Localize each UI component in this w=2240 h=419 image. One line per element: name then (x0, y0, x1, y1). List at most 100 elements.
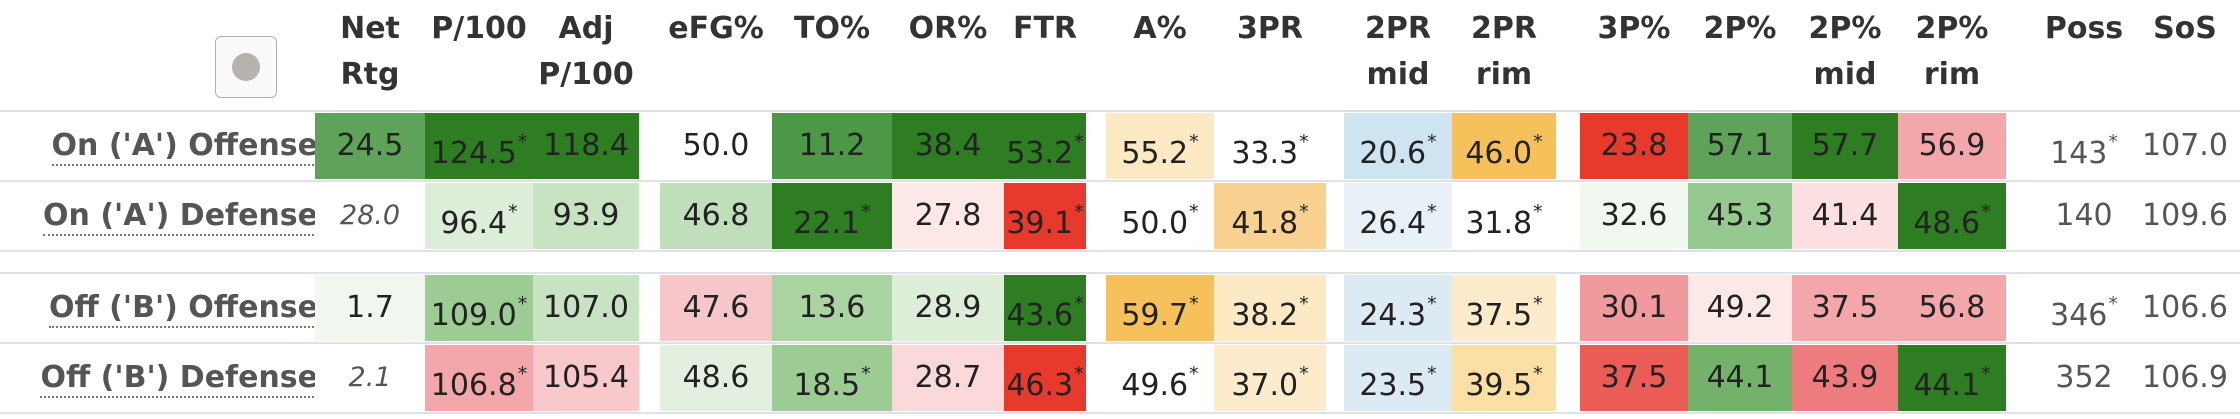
significance-marker: * (1299, 293, 1309, 315)
cell-value: 109.0 (430, 298, 517, 333)
header-line2: P/100 (431, 11, 527, 46)
significance-marker: * (1189, 293, 1199, 315)
significance-marker: * (1981, 363, 1991, 385)
significance-marker: * (1299, 131, 1309, 153)
header-line2: eFG% (668, 11, 764, 46)
cell-2pr-mid: 23.5* (1344, 345, 1452, 411)
cell-value: 50.0 (682, 128, 750, 163)
cell-a: 49.6* (1106, 345, 1214, 411)
header-line2: rim (1475, 57, 1533, 92)
significance-marker: * (508, 201, 518, 223)
header-line2: TO% (793, 11, 871, 46)
cell-value: 37.5 (1465, 298, 1533, 333)
row-label-text[interactable]: On ('A') Offense (51, 128, 318, 166)
cell-efg: 50.0 (660, 113, 772, 179)
cell-value: 93.9 (552, 198, 620, 233)
cell-value: 38.4 (914, 128, 982, 163)
cell-value: 352 (2055, 360, 2113, 395)
cell-2p-rim: 56.8 (1898, 275, 2006, 341)
cell-value: 143 (2050, 136, 2108, 171)
cell-3pr: 38.2* (1214, 275, 1326, 341)
significance-marker: * (1189, 363, 1199, 385)
cell-value: 33.3 (1231, 136, 1299, 171)
cell-2p-mid: 43.9 (1792, 345, 1898, 411)
cell-adj-p100: 107.0 (533, 275, 639, 341)
row-label-on-offense[interactable]: On ('A') Offense (0, 113, 318, 179)
row-label-off-defense[interactable]: Off ('B') Defense (0, 345, 318, 411)
cell-2pr-rim: 31.8* (1452, 183, 1556, 249)
cell-3pr: 37.0* (1214, 345, 1326, 411)
cell-value: 1.7 (346, 290, 394, 325)
cell-efg: 47.6 (660, 275, 772, 341)
cell-adj-p100: 105.4 (533, 345, 639, 411)
significance-marker: * (2108, 131, 2118, 153)
significance-marker: * (1427, 293, 1437, 315)
cell-net-rtg: 2.1 (315, 345, 425, 411)
header-line2: mid (1366, 57, 1430, 92)
cell-ftr: 43.6* (1004, 275, 1086, 341)
header-line1: 2P% (1808, 11, 1882, 46)
cell-2pr-rim: 46.0* (1452, 113, 1556, 179)
significance-marker: * (1533, 293, 1543, 315)
cell-value: 23.8 (1600, 128, 1668, 163)
cell-sos: 106.6 (2132, 275, 2238, 341)
header-line1: Net (340, 11, 400, 46)
row-divider (0, 180, 2240, 182)
cell-value: 38.2 (1231, 298, 1299, 333)
row-label-off-offense[interactable]: Off ('B') Offense (0, 275, 318, 341)
header-line1: 2P% (1915, 11, 1989, 46)
cell-value: 46.8 (682, 198, 750, 233)
significance-marker: * (1427, 363, 1437, 385)
cell-2p-mid: 37.5 (1792, 275, 1898, 341)
header-2pr-rim: 2PR rim (1452, 6, 1556, 98)
cell-value: 55.2 (1121, 136, 1189, 171)
cell-a: 59.7* (1106, 275, 1214, 341)
cell-value: 41.8 (1231, 206, 1299, 241)
header-sos: SoS (2132, 6, 2238, 52)
cell-2p-mid: 41.4 (1792, 183, 1898, 249)
cell-value: 28.9 (914, 290, 982, 325)
cell-value: 27.8 (914, 198, 982, 233)
significance-marker: * (861, 363, 871, 385)
cell-or: 27.8 (892, 183, 1004, 249)
header-adj-p100: Adj P/100 (533, 6, 639, 98)
header-line2: SoS (2153, 11, 2217, 46)
cell-value: 30.1 (1600, 290, 1668, 325)
row-label-text[interactable]: On ('A') Defense (43, 198, 318, 236)
significance-marker: * (1074, 131, 1084, 153)
cell-value: 47.6 (682, 290, 750, 325)
cell-value: 106.8 (430, 368, 517, 403)
cell-efg: 48.6 (660, 345, 772, 411)
cell-2pr-mid: 20.6* (1344, 113, 1452, 179)
significance-marker: * (1074, 293, 1084, 315)
cell-adj-p100: 93.9 (533, 183, 639, 249)
cell-value: 18.5 (793, 368, 861, 403)
cell-sos: 107.0 (2132, 113, 2238, 179)
cell-3p: 30.1 (1580, 275, 1688, 341)
header-line2: 2P% (1703, 11, 1777, 46)
options-toggle-button[interactable] (215, 36, 277, 98)
row-label-on-defense[interactable]: On ('A') Defense (0, 183, 318, 249)
row-label-text[interactable]: Off ('B') Defense (40, 360, 318, 398)
cell-value: 39.5 (1465, 368, 1533, 403)
significance-marker: * (1299, 201, 1309, 223)
cell-value: 41.4 (1811, 198, 1879, 233)
header-3p: 3P% (1580, 6, 1688, 52)
significance-marker: * (517, 293, 528, 315)
header-line2: Rtg (340, 57, 400, 92)
header-line2: P/100 (538, 57, 634, 92)
header-line2: 3P% (1597, 11, 1671, 46)
cell-value: 37.5 (1811, 290, 1879, 325)
header-line2: FTR (1012, 11, 1078, 46)
cell-p100: 109.0* (425, 275, 533, 341)
header-line2: rim (1923, 57, 1981, 92)
header-line1: Adj (558, 11, 614, 46)
cell-value: 39.1 (1006, 206, 1074, 241)
cell-value: 107.0 (2142, 128, 2228, 163)
cell-3pr: 41.8* (1214, 183, 1326, 249)
cell-poss: 140 (2036, 183, 2132, 249)
significance-marker: * (517, 363, 528, 385)
header-or: OR% (892, 6, 1004, 52)
row-label-text[interactable]: Off ('B') Offense (48, 290, 318, 328)
header-to: TO% (772, 6, 892, 52)
